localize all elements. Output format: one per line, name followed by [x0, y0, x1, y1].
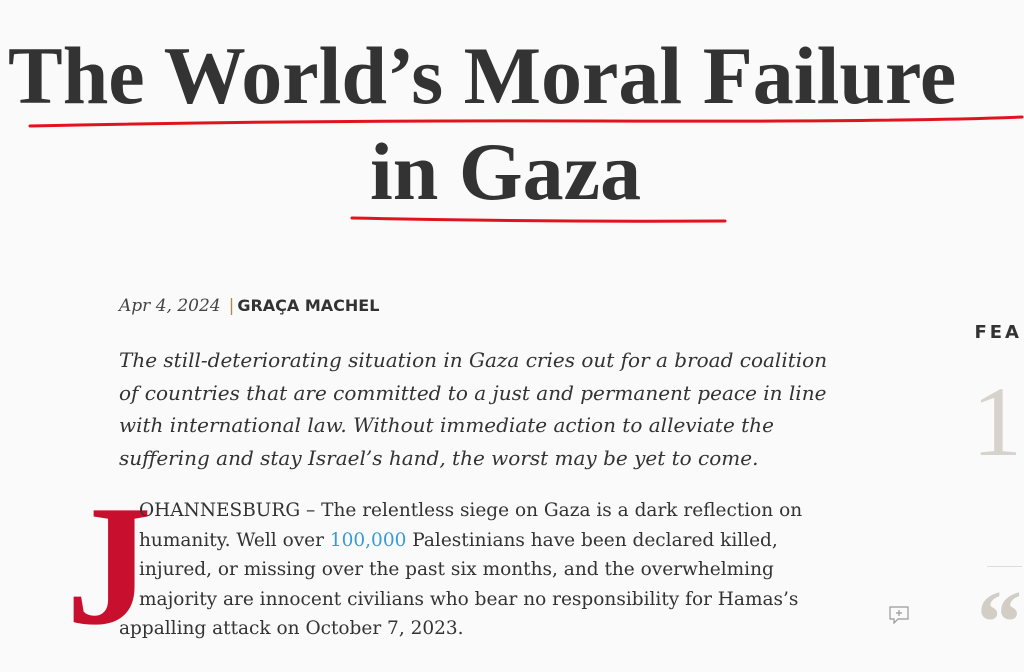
drop-cap: J [66, 471, 152, 661]
body-line: OHANNESBURG – The relentless siege on Ga… [139, 500, 803, 521]
body-line: humanity. Well over 100,000 Palestinians… [139, 526, 802, 556]
quote-mark-icon: “ [977, 573, 1022, 672]
title-underline-annotation [28, 115, 1024, 223]
body-text: Palestinians have been declared killed, [406, 529, 778, 551]
dek-line: suffering and stay Israel’s hand, the wo… [119, 445, 759, 470]
body-line: injured, or missing over the past six mo… [139, 559, 774, 580]
sidebar-rank-number: 1 [972, 366, 1022, 477]
byline: Apr 4, 2024 | GRAÇA MACHEL [119, 296, 379, 316]
sidebar-divider [987, 566, 1022, 567]
publish-date: Apr 4, 2024 [119, 296, 221, 316]
title-line-2: in Gaza [370, 126, 642, 217]
article-dek: The still-deteriorating situation in Gaz… [119, 344, 827, 474]
article-title: The World’s Moral Failure in Gaza [8, 28, 956, 220]
body-line: majority are innocent civilians who bear… [139, 588, 799, 610]
dek-line: of countries that are committed to a jus… [119, 380, 827, 405]
sidebar-featured-label: FEA [974, 322, 1022, 343]
dek-line: with international law. Without immediat… [119, 413, 774, 437]
byline-separator: | [228, 296, 235, 316]
casualties-link[interactable]: 100,000 [329, 529, 407, 551]
body-text: humanity. Well over [139, 529, 330, 551]
body-line: appalling attack on October 7, 2023. [119, 618, 464, 639]
title-line-1: The World’s Moral Failure [8, 30, 957, 121]
dek-line: The still-deteriorating situation in Gaz… [119, 348, 828, 372]
comment-add-icon[interactable] [888, 606, 910, 624]
article-body: OHANNESBURG – The relentless siege on Ga… [119, 496, 803, 644]
author-link[interactable]: GRAÇA MACHEL [237, 296, 380, 315]
